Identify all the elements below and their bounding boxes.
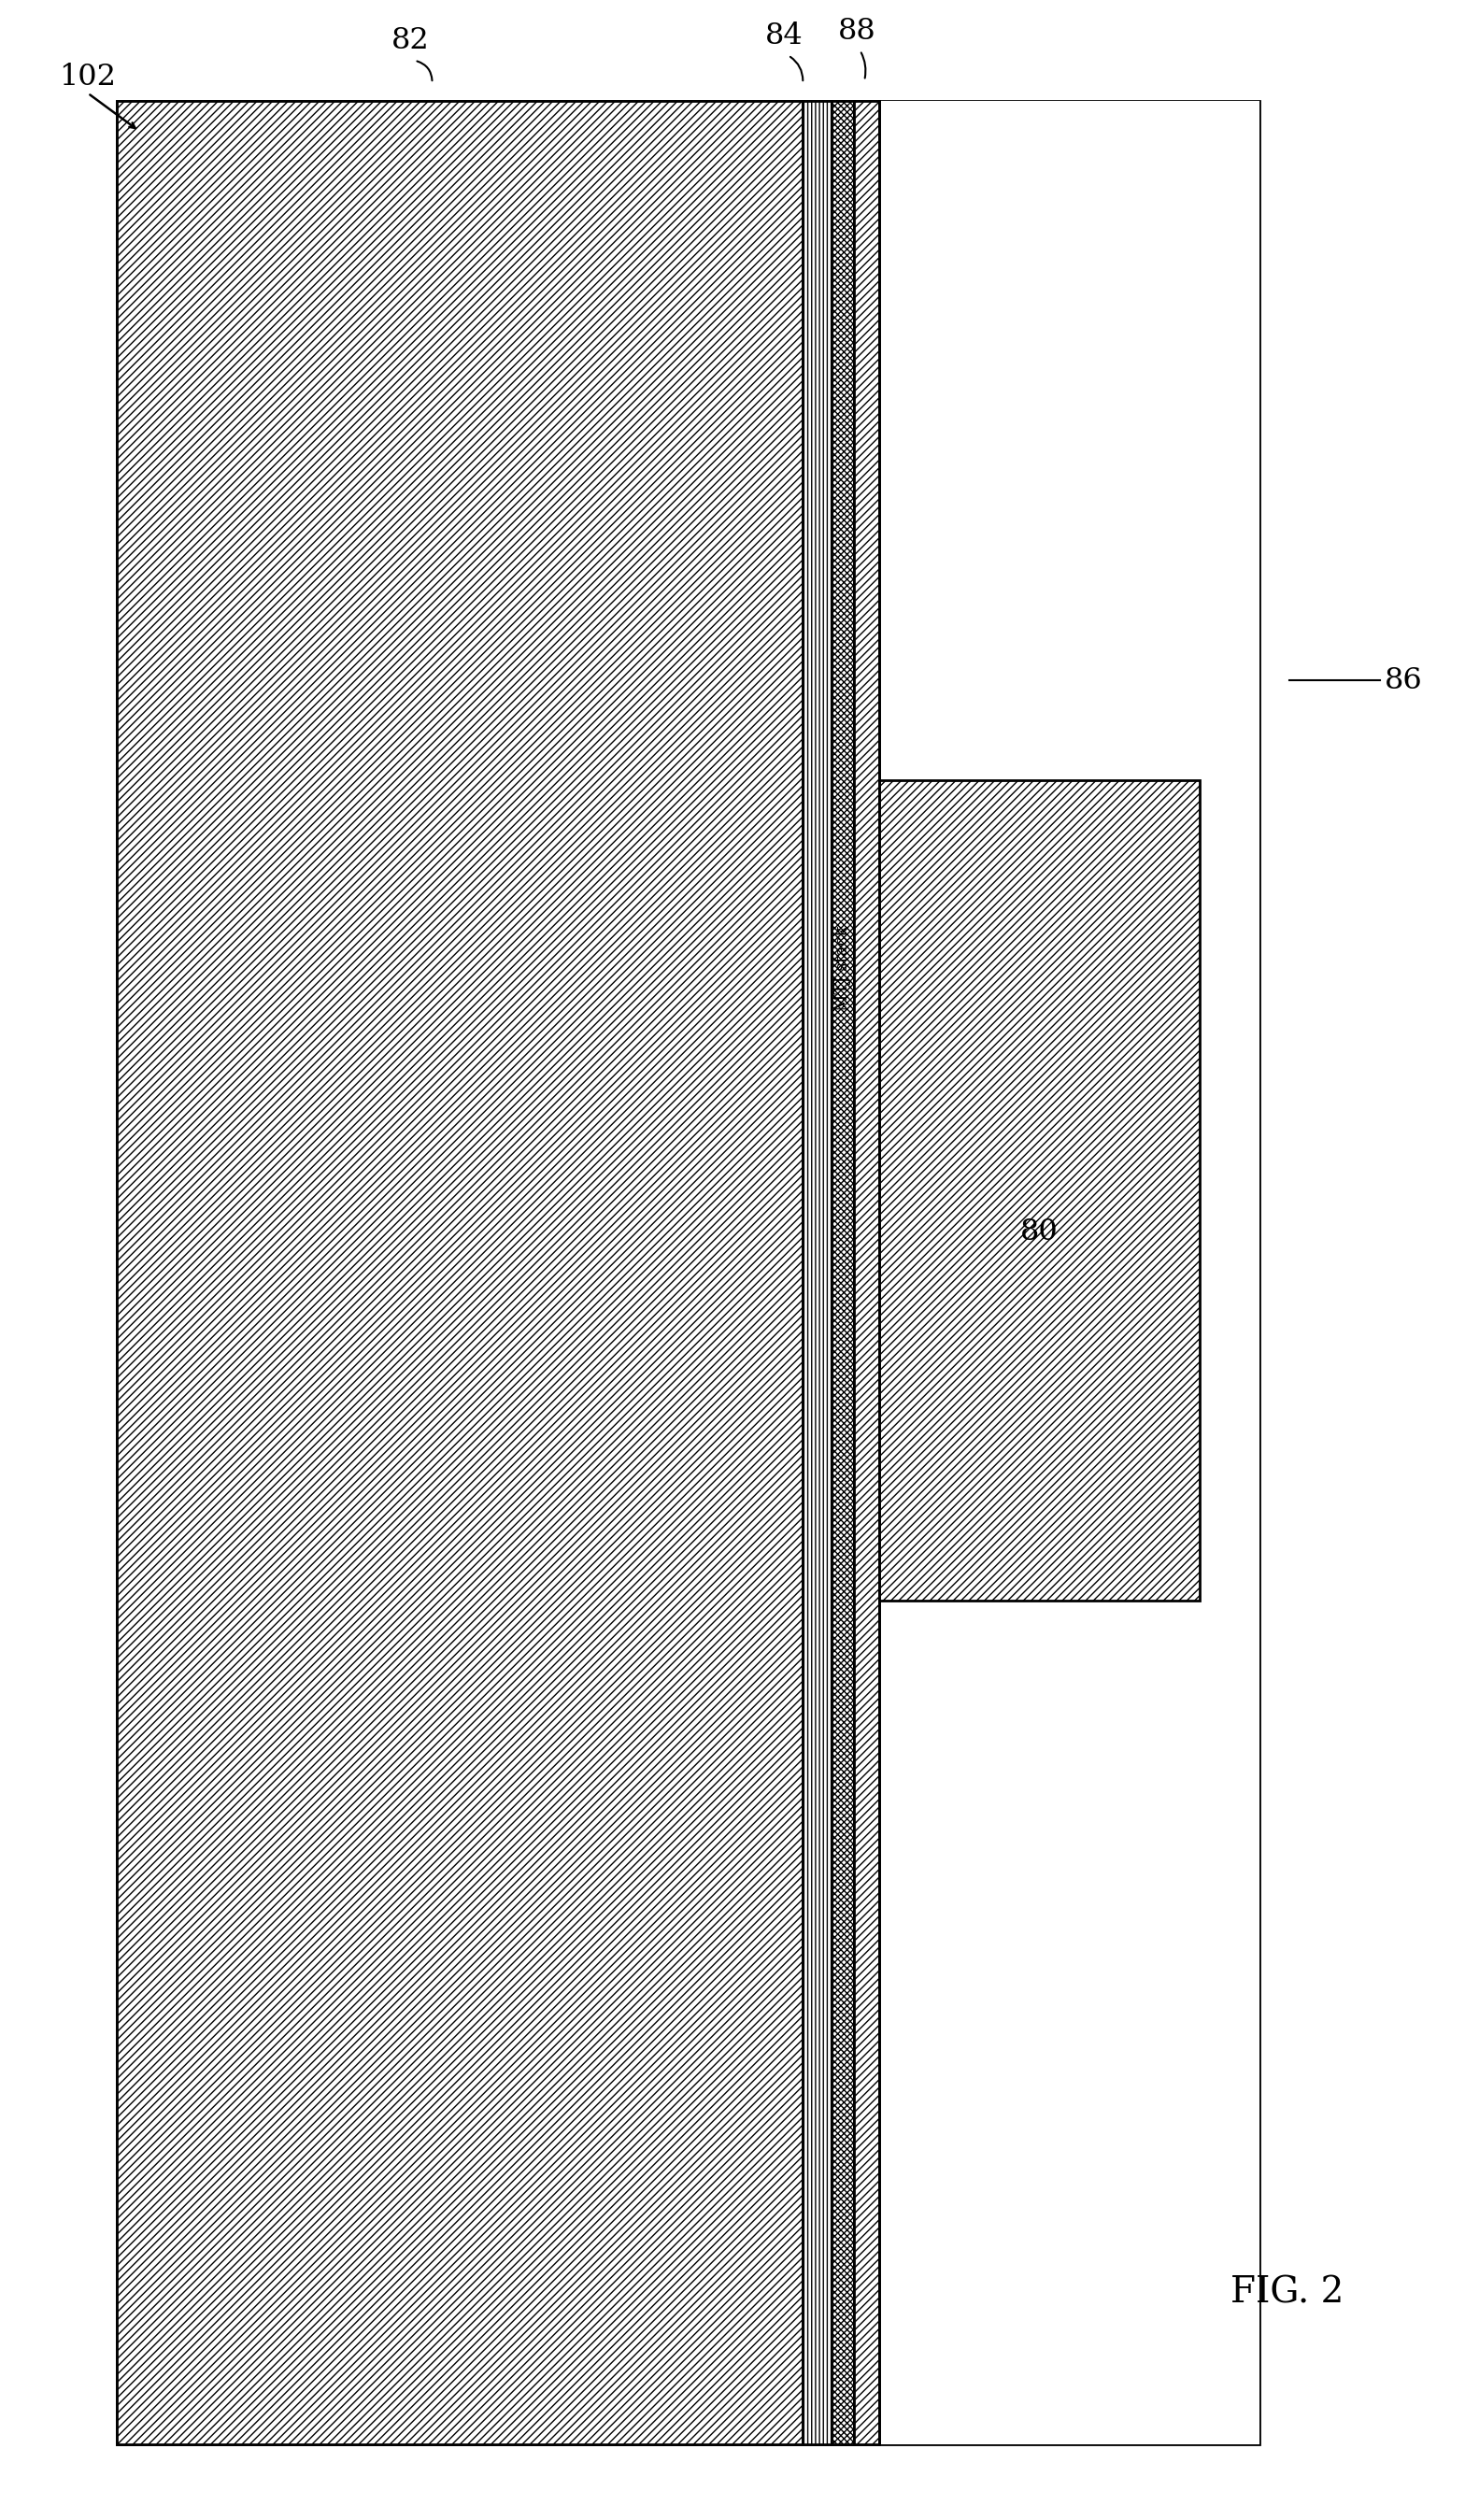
Text: 84: 84 xyxy=(765,23,803,50)
Text: 88: 88 xyxy=(838,18,876,45)
Bar xyxy=(831,101,854,2444)
Text: 80: 80 xyxy=(1020,1217,1058,1245)
Bar xyxy=(879,101,1260,2444)
Text: FIG. 2: FIG. 2 xyxy=(1231,2276,1343,2311)
Text: 102: 102 xyxy=(59,63,116,91)
Bar xyxy=(879,781,1200,1600)
Bar xyxy=(803,101,831,2444)
Text: 82: 82 xyxy=(391,28,429,55)
Bar xyxy=(117,101,1260,2444)
Bar xyxy=(117,101,803,2444)
Text: MTJ stack: MTJ stack xyxy=(835,925,851,1011)
Bar xyxy=(854,101,879,2444)
Text: 86: 86 xyxy=(1384,665,1423,696)
